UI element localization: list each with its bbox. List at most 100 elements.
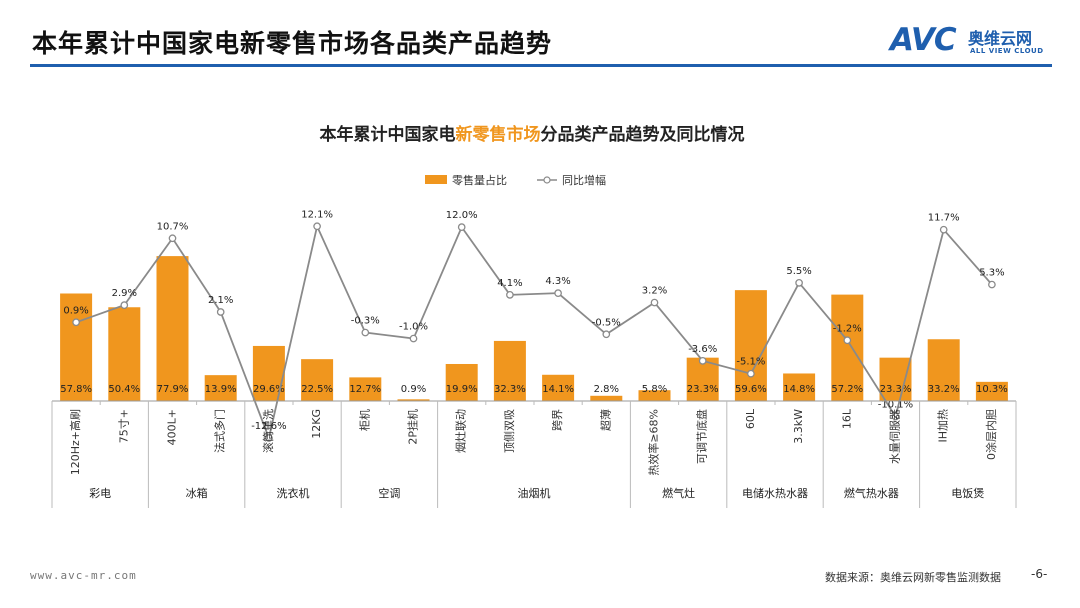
line-point-2 xyxy=(120,301,129,309)
bar-14 xyxy=(686,357,719,401)
bar-label-19: 33.2% xyxy=(928,384,960,395)
x-tick-label-8: 2P挂机 xyxy=(406,409,420,445)
bar-3 xyxy=(156,256,189,401)
bar-1 xyxy=(60,293,93,401)
bar-16 xyxy=(783,373,816,401)
x-tick-label-14: 可调节底盘 xyxy=(695,409,709,464)
legend-bar-label: 零售量占比 xyxy=(452,173,507,187)
logo-en: ALL VIEW CLOUD xyxy=(970,47,1044,55)
x-tick-label-2: 75寸+ xyxy=(116,409,130,443)
bar-label-18: 23.3% xyxy=(880,384,912,395)
page-number: -6- xyxy=(1031,567,1048,581)
bar-label-20: 10.3% xyxy=(976,384,1008,395)
page-title: 本年累计中国家电新零售市场各品类产品趋势 xyxy=(32,29,553,58)
x-axis: 120Hz+高刷 75寸+ 400L+ 法式多门 滚筒单洗 12KG 柜机 2P挂机 烟灶联动 顶… xyxy=(51,400,1017,508)
bar-label-11: 14.1% xyxy=(542,384,574,395)
x-tick-label-13: 热效率≥68% xyxy=(647,409,661,476)
bar-13 xyxy=(638,390,671,401)
avc-logo: AVC 奥维云网 ALL VIEW CLOUD xyxy=(890,22,1060,58)
x-group-label-9: 电饭煲 xyxy=(951,487,984,500)
legend-line-label: 同比增幅 xyxy=(562,173,606,187)
line-point-3 xyxy=(168,234,177,243)
x-tick-label-20: 0涂层内胆 xyxy=(984,409,998,460)
line-point-12 xyxy=(602,330,611,339)
line-point-5 xyxy=(265,434,273,442)
x-tick-label-9: 烟灶联动 xyxy=(454,409,468,453)
line-label-16: 5.5% xyxy=(786,266,811,277)
line-point-17 xyxy=(843,336,852,345)
line-point-13 xyxy=(650,298,659,307)
bar-18 xyxy=(879,357,912,401)
chart-legend: 零售量占比 同比增幅 xyxy=(425,173,606,187)
line-label-6: 12.1% xyxy=(301,209,333,220)
x-group-label-2: 冰箱 xyxy=(186,486,208,500)
x-tick-label-1: 120Hz+高刷 xyxy=(68,409,82,475)
line-point-4 xyxy=(216,308,225,316)
bar-label-14: 23.3% xyxy=(687,384,719,395)
line-point-6 xyxy=(313,222,321,231)
x-group-label-5: 油烟机 xyxy=(518,486,551,500)
line-point-7 xyxy=(361,328,370,337)
x-group-label-8: 燃气热水器 xyxy=(844,486,899,500)
x-tick-label-15: 60L xyxy=(744,408,757,429)
footer-source: 数据来源：奥维云网新零售监测数据 xyxy=(825,571,1001,584)
bar-19 xyxy=(927,339,960,401)
x-group-label-6: 燃气灶 xyxy=(662,486,695,500)
bar-7 xyxy=(349,377,382,401)
x-tick-label-6: 12KG xyxy=(310,409,323,439)
line-point-8 xyxy=(409,334,418,343)
line-label-10: 4.1% xyxy=(497,278,522,289)
line-label-9: 12.0% xyxy=(446,210,478,221)
bar-label-8: 0.9% xyxy=(401,384,426,395)
bar-4 xyxy=(204,375,237,401)
bar-label-1: 57.8% xyxy=(60,384,92,395)
line-point-20 xyxy=(988,280,996,289)
line-path xyxy=(75,223,993,442)
bar-label-6: 22.5% xyxy=(301,384,333,395)
line-series: 0.9% 2.9% 10.7% 2.1% -12.6% 12.1% -0.3% -1.0% 12… xyxy=(63,209,1005,442)
x-tick-label-4: 法式多门 xyxy=(213,409,227,453)
line-label-19: 11.7% xyxy=(928,213,960,224)
bar-label-5: 29.6% xyxy=(253,384,285,395)
bar-label-13: 5.8% xyxy=(642,384,667,395)
legend-bar-swatch xyxy=(425,175,447,184)
bar-15 xyxy=(734,290,767,401)
legend-line-marker xyxy=(543,176,551,184)
line-label-1: 0.9% xyxy=(63,305,88,316)
bar-series xyxy=(60,256,1008,401)
line-label-17: -1.2% xyxy=(833,323,862,334)
logo-cn: 奥维云网 xyxy=(968,29,1033,48)
bar-label-9: 19.9% xyxy=(446,384,478,395)
line-label-2: 2.9% xyxy=(112,288,137,299)
bar-data-labels: 57.8% 50.4% 77.9% 13.9% 29.6% 22.5% 12.7% 0.9% 1… xyxy=(60,384,1008,395)
bar-label-17: 57.2% xyxy=(831,384,863,395)
line-point-16 xyxy=(795,279,803,287)
bar-label-10: 32.3% xyxy=(494,384,526,395)
line-label-8: -1.0% xyxy=(399,322,428,333)
x-tick-label-3: 400L+ xyxy=(166,409,179,445)
bar-17 xyxy=(831,294,864,401)
line-label-4: 2.1% xyxy=(208,295,233,306)
bar-10 xyxy=(493,340,526,401)
line-point-11 xyxy=(554,289,562,297)
bar-9 xyxy=(445,363,478,401)
bar-12 xyxy=(590,395,623,401)
line-label-11: 4.3% xyxy=(545,276,570,287)
chart-title-part-1: 本年累计中国家电 xyxy=(320,124,456,145)
bar-label-7: 12.7% xyxy=(349,384,381,395)
line-point-15 xyxy=(747,369,755,378)
x-tick-label-10: 顶侧双吸 xyxy=(503,409,516,453)
x-tick-label-18: 水量伺服器 xyxy=(889,409,902,464)
chart-title-part-3: 分品类产品趋势及同比情况 xyxy=(541,124,745,145)
line-label-5: -12.6% xyxy=(251,421,286,432)
x-group-label-1: 彩电 xyxy=(89,487,111,500)
footer-url: www.avc-mr.com xyxy=(30,569,137,582)
x-tick-label-17: 16L xyxy=(840,408,853,429)
line-label-20: 5.3% xyxy=(979,268,1004,279)
bar-11 xyxy=(542,374,575,401)
x-tick-label-16: 3.3kW xyxy=(792,409,805,444)
bar-20 xyxy=(975,381,1008,401)
line-label-7: -0.3% xyxy=(351,316,380,327)
bar-label-15: 59.6% xyxy=(735,384,767,395)
bar-8 xyxy=(397,399,430,401)
